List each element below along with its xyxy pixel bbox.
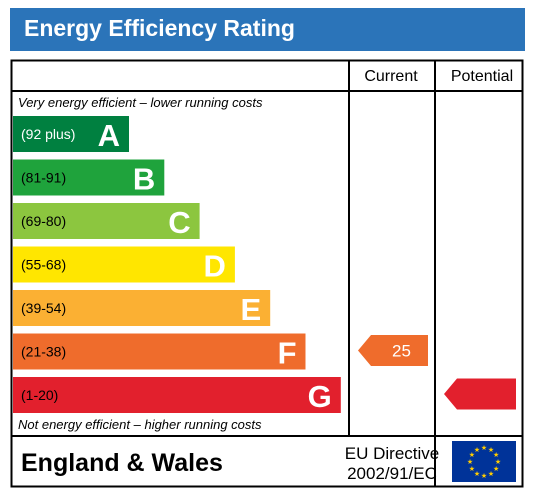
top-note: Very energy efficient – lower running co… [18,95,263,110]
chart-frame [10,59,524,488]
current-rating-marker [358,335,428,366]
directive-line-2: 2002/91/EC [347,464,437,483]
directive-line-1: EU Directive [345,444,439,463]
eu-star-icon: ★ [467,458,473,466]
rating-bands: (92 plus) A (81-91) B (69-80) C (55-68) D (39-54… [13,116,341,414]
bottom-note: Not energy efficient – higher running co… [18,417,262,432]
eu-star-icon: ★ [474,470,480,478]
band-d-range: (55-68) [21,257,66,273]
band-a-letter: A [98,118,120,153]
eu-star-icon: ★ [495,458,501,466]
eu-star-icon: ★ [469,451,475,459]
region-label: England & Wales [21,449,223,477]
band-g-range: (1-20) [21,387,58,403]
band-a-range: (92 plus) [21,126,75,142]
band-c-range: (69-80) [21,213,66,229]
eu-star-icon: ★ [481,472,487,480]
band-d-bar [13,246,235,283]
band-e-range: (39-54) [21,300,66,316]
band-d-letter: D [204,249,226,284]
eu-star-icon: ★ [469,465,475,473]
eu-flag-icon: ★★★★★★★★★ ★ ★★ [452,441,516,482]
band-c-bar [13,203,200,239]
title-bar: Energy Efficiency Rating [10,8,525,51]
band-b-range: (81-91) [21,170,66,186]
eu-star-icon: ★ [481,444,487,452]
band-c-letter: C [168,205,190,240]
band-g-bar [13,377,341,413]
band-f-letter: F [278,336,297,371]
current-column-header: Current [364,68,418,85]
eu-star-icon: ★ [493,451,499,459]
band-b-letter: B [133,162,155,197]
band-b-bar [13,159,165,196]
band-g-letter: G [308,379,332,414]
rating-markers: 25 [358,335,516,410]
potential-column-header: Potential [451,68,513,85]
eu-star-icon: ★ [488,446,494,454]
eu-star-icon: ★ [488,470,494,478]
band-f-range: (21-38) [21,344,66,360]
band-f-bar [13,333,306,370]
eu-star-icon: ★ [493,465,499,473]
band-e-bar [13,290,271,326]
eu-star-icon: ★ [474,446,480,454]
current-rating-value: 25 [392,342,411,361]
page-title: Energy Efficiency Rating [24,15,295,41]
potential-rating-marker [444,378,516,410]
band-e-letter: E [241,292,262,327]
band-a-bar [13,116,129,152]
